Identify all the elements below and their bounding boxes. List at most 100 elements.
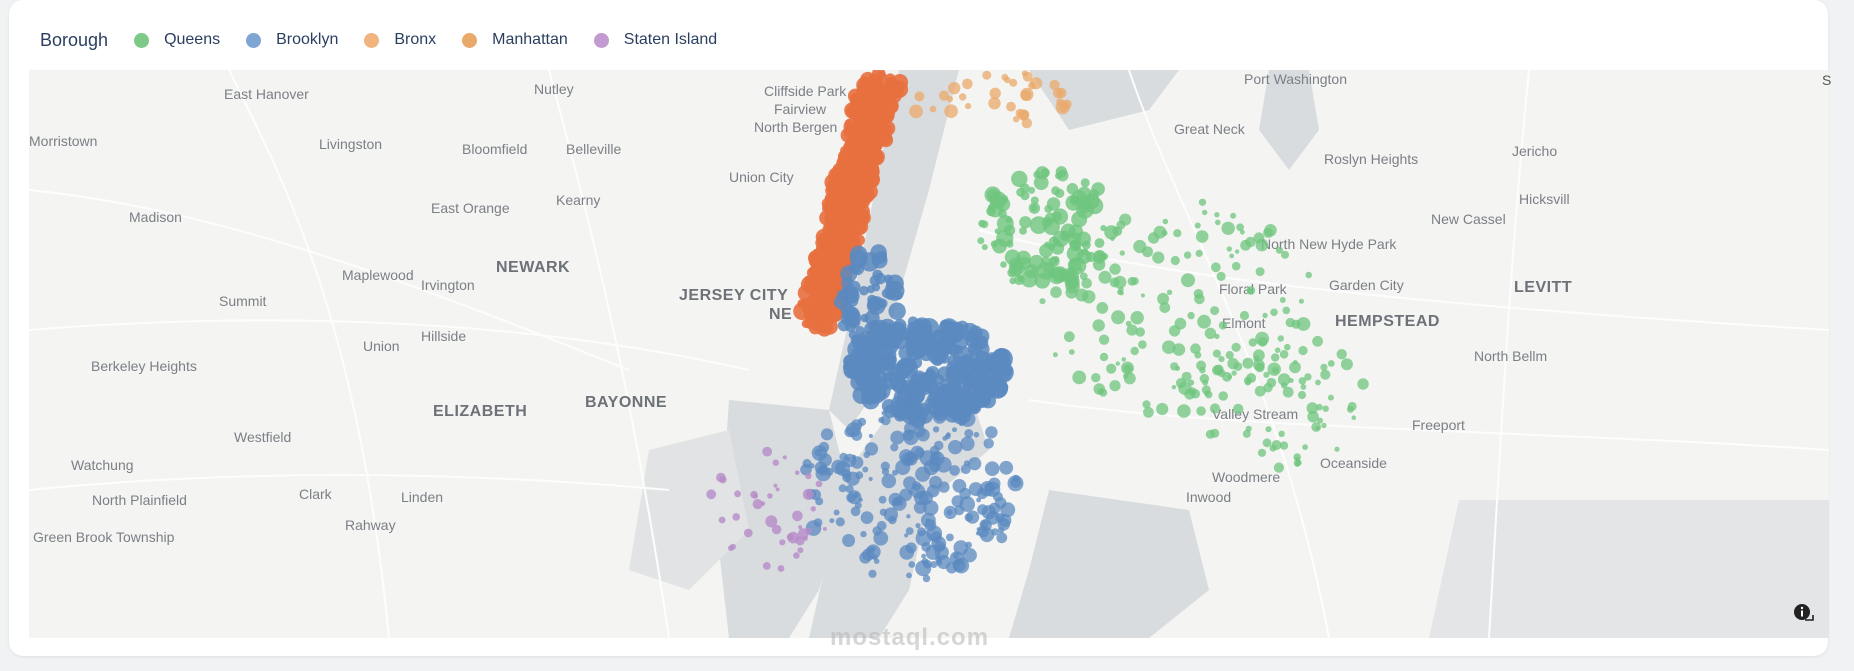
- data-points: [706, 70, 1369, 583]
- data-point: [850, 506, 861, 517]
- data-point: [1244, 379, 1251, 386]
- data-point: [906, 514, 911, 519]
- data-point: [773, 483, 778, 488]
- place-label: New Cassel: [1431, 211, 1506, 227]
- data-point: [1271, 440, 1282, 450]
- data-point: [988, 477, 1001, 490]
- data-point: [933, 410, 947, 424]
- legend-marker-icon: [364, 32, 380, 48]
- map-svg[interactable]: East Hanover Nutley Cliffside Park Fairview…: [29, 70, 1829, 638]
- data-point: [966, 510, 980, 524]
- data-point: [943, 405, 957, 418]
- data-point: [999, 194, 1009, 204]
- data-point: [815, 497, 824, 506]
- water-layer: [629, 70, 1829, 638]
- map-canvas[interactable]: East Hanover Nutley Cliffside Park Fairview…: [29, 70, 1829, 638]
- data-point: [984, 461, 1000, 477]
- legend-item-manhattan[interactable]: Manhattan: [462, 31, 568, 49]
- place-label: Valley Stream: [1212, 406, 1298, 422]
- data-point: [909, 104, 923, 119]
- data-point: [868, 476, 873, 482]
- legend-item-queens[interactable]: Queens: [134, 31, 220, 49]
- data-point: [1273, 462, 1284, 473]
- info-icon[interactable]: [1792, 602, 1816, 626]
- data-point: [1321, 422, 1327, 429]
- data-point: [1009, 78, 1018, 87]
- data-point: [1006, 101, 1016, 112]
- data-point: [968, 457, 982, 471]
- legend-marker-icon: [462, 32, 478, 48]
- data-point: [962, 78, 973, 90]
- data-point: [982, 70, 992, 80]
- data-point: [877, 298, 888, 309]
- place-label: Hillside: [421, 328, 466, 344]
- data-point: [819, 251, 834, 266]
- data-point: [868, 569, 877, 578]
- data-point: [750, 490, 758, 499]
- data-point: [1175, 378, 1187, 389]
- data-point: [872, 526, 882, 536]
- data-point: [899, 545, 915, 560]
- data-point: [860, 530, 867, 538]
- data-point: [892, 469, 898, 476]
- data-point: [915, 466, 931, 482]
- data-point: [942, 435, 948, 441]
- data-point: [1264, 224, 1277, 237]
- data-point: [1042, 262, 1056, 276]
- data-point: [1011, 170, 1028, 188]
- data-point: [1159, 302, 1171, 313]
- data-point: [915, 530, 932, 547]
- data-point: [914, 425, 926, 438]
- legend-label: Manhattan: [492, 31, 568, 48]
- data-point: [1098, 334, 1110, 345]
- watermark: mostaql.com: [830, 624, 990, 651]
- data-point: [1212, 365, 1223, 376]
- legend-item-staten-island[interactable]: Staten Island: [593, 31, 717, 49]
- data-point: [1119, 290, 1124, 296]
- place-label: NE: [769, 306, 792, 323]
- data-point: [1091, 373, 1101, 383]
- data-point: [793, 552, 800, 559]
- data-point: [946, 95, 953, 103]
- data-point: [1295, 462, 1300, 467]
- data-point: [899, 449, 914, 464]
- data-point: [1278, 430, 1285, 437]
- data-point: [1051, 208, 1069, 225]
- data-point: [863, 451, 870, 459]
- data-point: [1297, 390, 1307, 400]
- data-point: [1281, 250, 1289, 259]
- data-point: [820, 298, 834, 311]
- data-point: [985, 426, 998, 439]
- data-point: [911, 481, 922, 491]
- data-point: [1239, 310, 1250, 321]
- data-point: [787, 531, 800, 544]
- data-point: [1265, 426, 1272, 433]
- data-point: [862, 466, 869, 473]
- data-point: [854, 501, 862, 509]
- data-point: [1227, 357, 1239, 370]
- data-point: [998, 513, 1012, 527]
- data-point: [1298, 345, 1308, 356]
- data-point: [855, 326, 865, 336]
- legend-item-brooklyn[interactable]: Brooklyn: [246, 31, 338, 49]
- data-point: [907, 331, 918, 342]
- data-point: [849, 245, 868, 264]
- data-point: [1065, 286, 1078, 299]
- data-point: [981, 244, 988, 251]
- data-point: [983, 386, 996, 399]
- data-point: [1080, 178, 1090, 188]
- legend-item-bronx[interactable]: Bronx: [364, 31, 436, 49]
- data-point: [1056, 98, 1064, 106]
- data-point: [845, 320, 857, 332]
- data-point: [994, 228, 1001, 235]
- data-point: [1214, 333, 1220, 340]
- data-point: [1218, 356, 1225, 363]
- data-point: [860, 511, 874, 524]
- data-point: [762, 562, 771, 570]
- place-label: Morristown: [29, 133, 97, 149]
- data-point: [965, 330, 975, 340]
- data-point: [1204, 327, 1217, 339]
- data-point: [1054, 188, 1065, 198]
- data-point: [880, 461, 890, 471]
- data-point: [805, 472, 812, 480]
